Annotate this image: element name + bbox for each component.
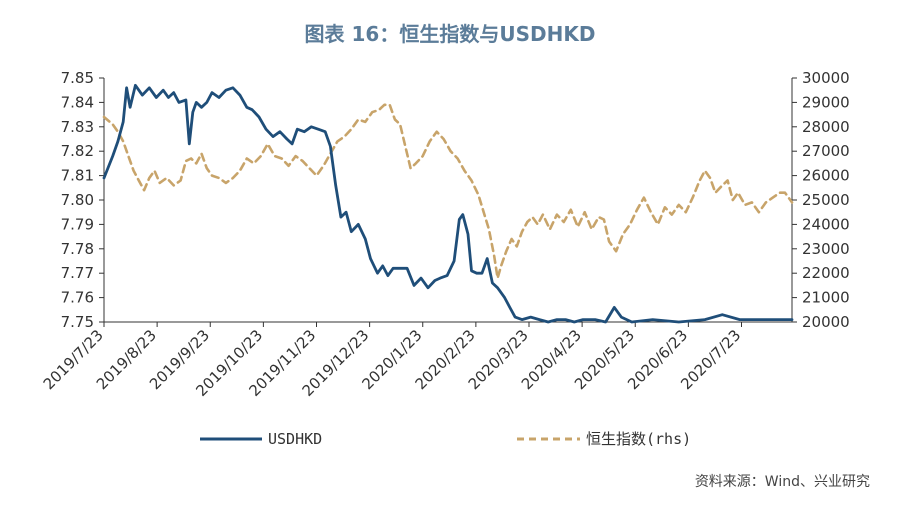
right-tick-label: 22000 xyxy=(802,264,850,282)
legend-label-usdhkd: USDHKD xyxy=(268,430,322,448)
left-tick-label: 7.75 xyxy=(61,313,94,331)
x-axis-ticks: 2019/7/232019/8/232019/9/232019/10/23201… xyxy=(40,322,744,400)
right-tick-label: 29000 xyxy=(802,93,850,111)
series-layer xyxy=(102,83,794,324)
legend: USDHKD 恒生指数(rhs) xyxy=(200,430,691,448)
left-tick-label: 7.76 xyxy=(61,289,94,307)
left-tick-label: 7.79 xyxy=(61,215,94,233)
chart-title: 图表 16：恒生指数与USDHKD xyxy=(304,22,596,46)
right-tick-label: 21000 xyxy=(802,289,850,307)
right-tick-label: 30000 xyxy=(802,69,850,87)
right-tick-label: 24000 xyxy=(802,215,850,233)
right-tick-label: 23000 xyxy=(802,240,850,258)
right-tick-label: 28000 xyxy=(802,118,850,136)
left-tick-label: 7.85 xyxy=(61,69,94,87)
left-tick-label: 7.83 xyxy=(61,118,94,136)
left-tick-label: 7.77 xyxy=(61,264,94,282)
left-tick-label: 7.81 xyxy=(61,167,94,185)
right-tick-label: 27000 xyxy=(802,142,850,160)
plot-frame xyxy=(103,78,793,323)
left-tick-label: 7.84 xyxy=(61,93,94,111)
series-line-usdhkd xyxy=(102,83,794,324)
source-note: 资料来源：Wind、兴业研究 xyxy=(694,474,870,490)
right-tick-label: 26000 xyxy=(802,167,850,185)
right-axis-ticks: 30000 29000 28000 27000 26000 25000 24000 23000… xyxy=(792,69,850,331)
series-line-hsi xyxy=(102,103,794,280)
left-axis-ticks: 7.85 7.84 7.83 7.82 7.81 7.80 7.79 7.78 7.77 7.76… xyxy=(61,69,104,331)
legend-label-hsi: 恒生指数(rhs) xyxy=(586,430,691,448)
left-tick-label: 7.78 xyxy=(61,240,94,258)
right-tick-label: 25000 xyxy=(802,191,850,209)
right-tick-label: 20000 xyxy=(802,313,850,331)
left-tick-label: 7.82 xyxy=(61,142,94,160)
left-tick-label: 7.80 xyxy=(61,191,94,209)
